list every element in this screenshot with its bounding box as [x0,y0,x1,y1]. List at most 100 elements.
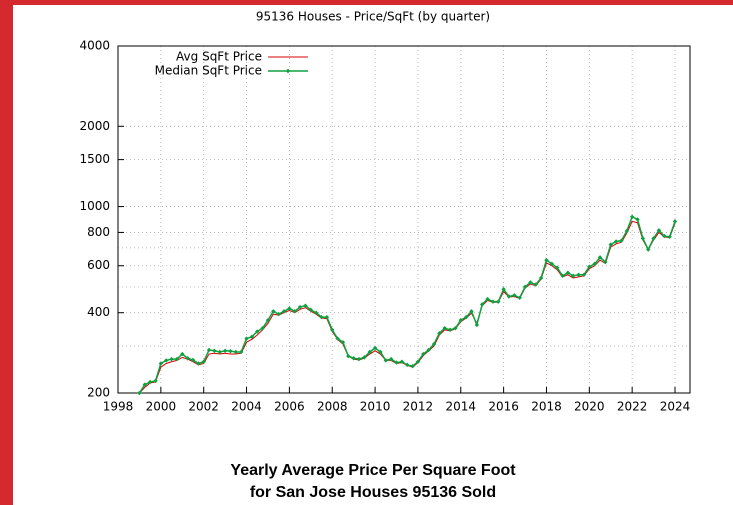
x-tick-label: 2000 [146,400,177,414]
point [372,345,378,351]
y-tick-label: 200 [87,386,110,400]
point [228,348,233,354]
y-tick-label: 400 [87,305,110,319]
point [549,261,555,267]
point [281,309,287,314]
side-bar [0,0,13,505]
point [147,379,153,385]
point [426,347,431,353]
point [410,364,415,369]
point [367,349,372,355]
point [581,272,587,277]
point [383,358,388,363]
point [667,234,672,240]
point [394,360,399,365]
point [603,259,608,265]
point [512,293,517,298]
legend-label: Avg SqFt Price [176,50,262,64]
point [662,233,667,239]
point [437,331,442,336]
point [158,361,164,366]
point [635,217,640,222]
point [180,351,185,357]
legend-swatch [285,68,291,74]
x-tick-label: 1998 [103,400,134,414]
point [421,351,426,357]
point [597,255,603,260]
point [571,273,576,279]
point [308,307,314,313]
point [608,242,613,247]
point [506,294,512,299]
point [624,228,630,234]
point [501,287,506,292]
point [222,348,228,353]
point [174,356,180,362]
point [405,362,410,368]
x-tick-label: 2002 [188,400,219,414]
point [587,264,592,269]
point [190,357,196,363]
y-tick-label: 800 [87,225,110,239]
point [517,295,522,300]
x-tick-label: 2006 [274,400,305,414]
x-tick-label: 2010 [360,400,391,414]
point [346,353,351,359]
y-tick-label: 4000 [79,39,110,53]
point [560,273,565,279]
point [431,341,437,347]
point [490,299,496,304]
point [330,327,335,333]
y-tick-label: 2000 [79,119,110,133]
y-tick-label: 1000 [79,199,110,213]
x-tick-label: 2022 [617,400,648,414]
point [260,325,265,331]
point [292,309,297,314]
x-tick-label: 2008 [317,400,348,414]
x-tick-label: 2014 [445,400,476,414]
point [362,355,367,360]
point [196,361,201,366]
point [469,309,474,314]
point [656,228,662,233]
point [271,309,276,314]
point [646,247,651,252]
point [447,327,453,333]
point [474,322,480,328]
point [335,336,340,341]
point [249,334,255,339]
point [313,310,319,315]
point [496,299,501,304]
point [592,261,597,267]
x-tick-label: 2020 [574,400,605,414]
point [399,359,405,364]
point [319,314,324,320]
x-tick-label: 2024 [660,400,691,414]
point [255,329,260,334]
point [153,378,158,384]
point [233,349,239,355]
point [164,358,169,363]
plot-frame [117,45,691,394]
point [212,348,217,353]
point [356,356,362,362]
point [629,214,635,220]
point [463,314,469,320]
point [672,219,678,224]
point [453,325,458,331]
point [528,280,533,285]
legend-label: Median SqFt Price [155,64,262,78]
point [554,265,560,270]
point [303,303,308,308]
point [137,390,142,396]
point [522,284,528,290]
point [533,282,538,287]
point [217,349,222,355]
point [619,238,624,243]
x-tick-label: 2018 [531,400,562,414]
chart-title: 95136 Houses - Price/SqFt (by quarter) [256,10,490,24]
point [324,314,330,320]
x-tick-label: 2016 [488,400,519,414]
point [265,317,271,323]
point [378,349,383,355]
